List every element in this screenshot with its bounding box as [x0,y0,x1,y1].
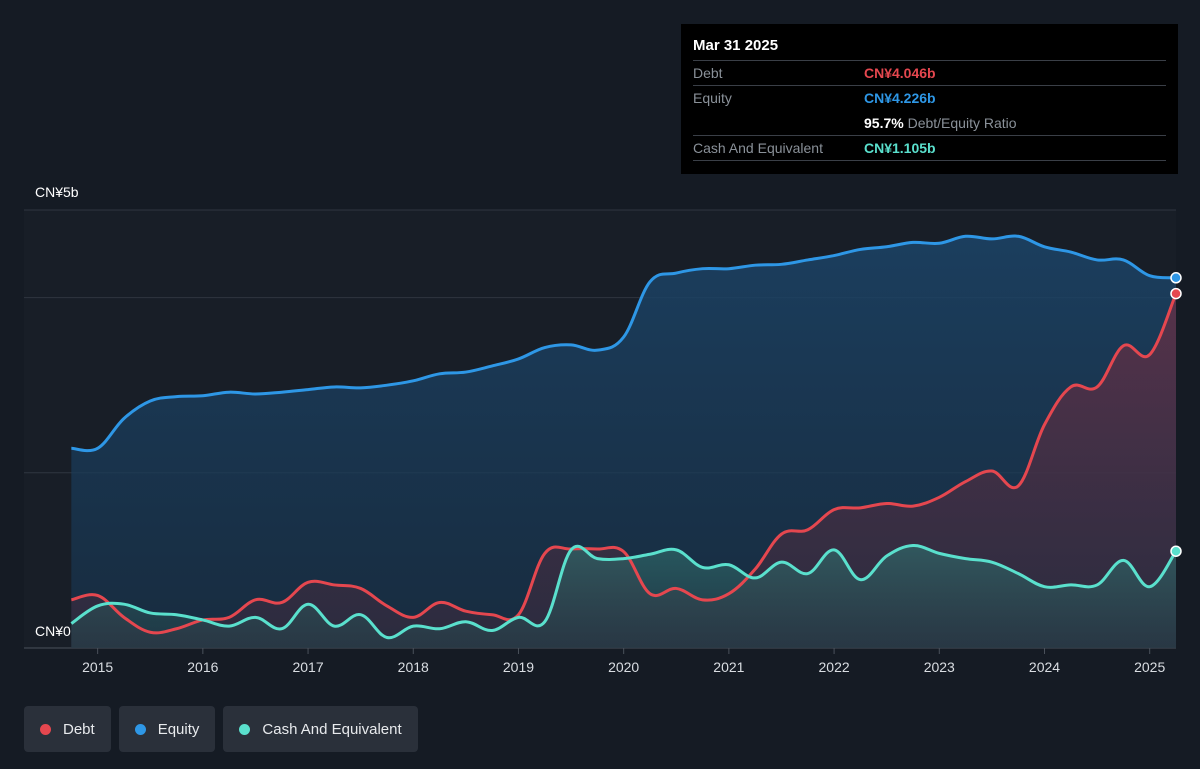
legend-dot-cash-icon [239,723,251,735]
tooltip-ratio: 95.7% Debt/Equity Ratio [864,111,1017,135]
x-tick-label: 2015 [82,659,113,675]
tooltip-debt-label: Debt [693,65,723,81]
x-tick-label: 2022 [819,659,850,675]
legend-item-equity[interactable]: Equity [118,706,216,752]
tooltip-row-debt: Debt CN¥4.046b [693,60,1166,85]
tooltip-ratio-value: 95.7% [864,115,904,131]
tooltip-ratio-label: Debt/Equity Ratio [907,115,1017,131]
legend-label-debt: Debt [63,720,95,738]
tooltip-equity-label: Equity [693,90,732,106]
y-axis-zero-label: CN¥0 [35,623,71,639]
x-tick-label: 2018 [398,659,429,675]
series-areas [71,235,1176,648]
x-tick-label: 2025 [1134,659,1165,675]
series-lines [70,234,1178,640]
tooltip-row-ratio: 95.7% Debt/Equity Ratio [693,110,1166,135]
line-cash-and-equivalent [70,544,1178,640]
legend-item-debt[interactable]: Debt [24,706,111,752]
x-tick-label: 2017 [292,659,323,675]
tooltip-debt-value: CN¥4.046b [864,65,936,81]
tooltip-date: Mar 31 2025 [693,37,779,54]
legend-dot-debt-icon [40,723,51,735]
endpoint-equity [1170,272,1182,284]
tooltip-cash-value: CN¥1.105b [864,140,936,156]
legend-label-equity: Equity [157,720,200,738]
legend-item-cash[interactable]: Cash And Equivalent [223,706,418,752]
tooltip-panel: Mar 31 2025 Debt CN¥4.046b Equity CN¥4.2… [681,24,1178,174]
tooltip-row-cash: Cash And Equivalent CN¥1.105b [693,135,1166,161]
x-tick-label: 2020 [608,659,639,675]
tooltip-cash-label: Cash And Equivalent [693,140,823,156]
series-endpoints [1170,272,1182,557]
y-axis-top-label: CN¥5b [35,184,79,200]
x-tick-label: 2021 [713,659,744,675]
area-cash-and-equivalent [71,545,1176,648]
endpoint-debt [1170,287,1182,300]
tooltip-row-equity: Equity CN¥4.226b [693,85,1166,110]
x-tick-label: 2019 [503,659,534,675]
line-debt [70,292,1178,635]
legend-dot-equity-icon [134,723,146,735]
x-axis-ticks: 2015 2016 2017 2018 2019 2020 2021 2022 2023 2024… [82,648,1165,675]
line-equity [71,234,1177,453]
x-tick-label: 2016 [187,659,218,675]
endpoint-cash-and-equivalent [1170,545,1182,557]
x-tick-label: 2024 [1029,659,1060,675]
chart-legend: Debt Equity Cash And Equivalent [24,706,418,752]
legend-label-cash: Cash And Equivalent [262,720,402,738]
tooltip-equity-value: CN¥4.226b [864,90,936,106]
x-tick-label: 2023 [924,659,955,675]
